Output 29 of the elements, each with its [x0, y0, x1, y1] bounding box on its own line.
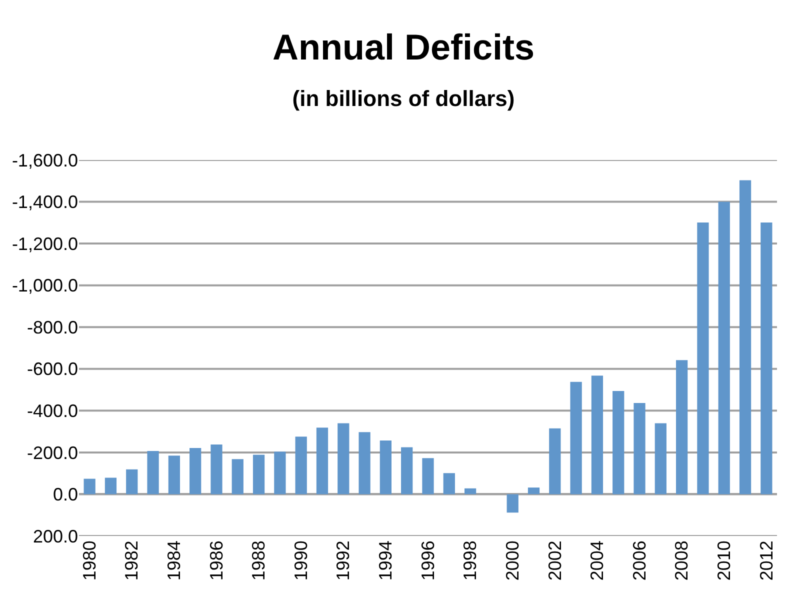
- x-tick-label: 1994: [376, 540, 396, 581]
- x-tick-label: 1992: [333, 540, 354, 581]
- y-tick-label: -200.0: [26, 442, 78, 463]
- x-tick-label: 2010: [714, 540, 734, 581]
- y-tick-label: 0.0: [52, 484, 78, 505]
- y-tick-label: -600.0: [26, 359, 78, 380]
- x-tick-label: 2012: [756, 540, 776, 581]
- chart-subtitle: (in billions of dollars): [292, 86, 515, 112]
- y-tick-label: 200.0: [32, 526, 78, 546]
- x-tick-label: 1996: [418, 540, 438, 581]
- x-tick-label: 1990: [290, 540, 311, 581]
- x-tick-label: 1980: [79, 540, 100, 581]
- y-tick-label: -1,400.0: [12, 192, 78, 212]
- x-tick-label: 1984: [164, 540, 184, 581]
- x-tick-label: 1982: [122, 540, 142, 581]
- chart-title: Annual Deficits: [272, 26, 535, 68]
- y-tick-label: -800.0: [26, 317, 78, 338]
- x-tick-label: 2006: [629, 540, 650, 581]
- y-tick-label: -1,000.0: [12, 276, 78, 296]
- y-tick-label: -400.0: [26, 400, 78, 421]
- y-tick-label: -1,200.0: [12, 234, 78, 254]
- x-tick-label: 1988: [248, 540, 269, 581]
- x-tick-label: 2008: [672, 540, 692, 581]
- x-tick-label: 2004: [587, 540, 608, 581]
- x-tick-label: 2002: [544, 540, 565, 581]
- x-tick-label: 1986: [206, 540, 226, 581]
- x-tick-label: 2000: [502, 540, 522, 581]
- x-tick-label: 1998: [460, 540, 480, 581]
- y-tick-label: -1,600.0: [12, 150, 78, 170]
